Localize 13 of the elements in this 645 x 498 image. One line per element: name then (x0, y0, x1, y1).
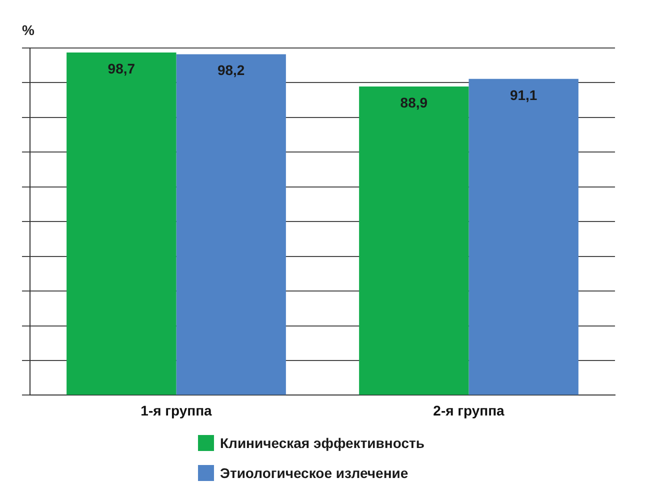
bar (359, 86, 469, 395)
bar (66, 52, 176, 395)
bar (468, 78, 578, 395)
legend-label: Клиническая эффективность (220, 435, 424, 451)
data-label: 98,7 (108, 60, 136, 76)
x-tick-label: 1-я группа (140, 402, 212, 418)
y-axis-title: % (22, 22, 35, 38)
bar (176, 54, 286, 395)
x-tick-label: 2-я группа (433, 402, 505, 418)
legend-label: Этиологическое излечение (220, 465, 408, 481)
data-label: 88,9 (400, 94, 428, 110)
data-label: 91,1 (510, 86, 538, 103)
data-label: 98,2 (217, 62, 245, 78)
